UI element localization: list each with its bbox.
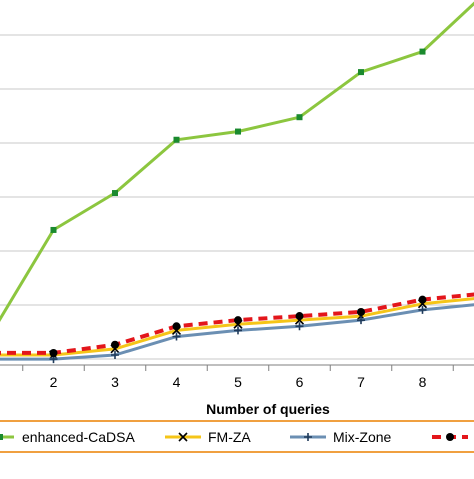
x-tick-label: 6: [296, 374, 304, 390]
legend-item: Mix-Zone: [290, 429, 392, 445]
x-tick-label: 4: [173, 374, 181, 390]
legend-label: enhanced-CaDSA: [22, 429, 136, 445]
marker-square: [50, 226, 57, 233]
marker-plus: [304, 433, 312, 441]
legend-item: [432, 433, 468, 441]
legend: enhanced-CaDSA FM-ZA Mix-Zone: [0, 420, 474, 453]
x-axis-title: Number of queries: [206, 401, 330, 417]
legend-label: Mix-Zone: [333, 429, 392, 445]
x-tick-label: 7: [357, 374, 365, 390]
marker-square: [112, 190, 118, 197]
x-tick-label: 5: [234, 374, 242, 390]
series-enhanced-cadsa: [0, 1, 474, 322]
marker-dot: [172, 322, 181, 331]
marker-dot: [234, 316, 242, 325]
series-line: [0, 1, 474, 322]
x-tick-label: 2: [50, 374, 58, 390]
legend-label: FM-ZA: [208, 429, 251, 445]
marker-plus: [234, 326, 242, 335]
marker-dot: [418, 295, 427, 304]
legend-item: enhanced-CaDSA: [0, 429, 136, 445]
marker-x: [178, 432, 188, 442]
marker-square: [358, 69, 364, 76]
marker-square: [173, 136, 180, 143]
marker-dot: [295, 312, 304, 321]
marker-square: [296, 114, 303, 121]
marker-dot: [357, 307, 365, 316]
x-axis: [0, 364, 474, 371]
series-line: [0, 292, 474, 355]
x-tick-label: 3: [111, 374, 119, 390]
marker-square: [0, 434, 3, 440]
marker-plus: [357, 316, 365, 325]
x-tick-labels: 2 3 4 5 6 7 8: [50, 374, 427, 390]
marker-plus: [172, 332, 181, 341]
grid-lines: [0, 34, 474, 360]
marker-square: [235, 128, 241, 135]
marker-dot: [446, 433, 454, 441]
marker-plus: [111, 351, 119, 359]
legend-item: FM-ZA: [165, 429, 251, 445]
marker-dot: [49, 348, 58, 357]
marker-square: [419, 48, 426, 55]
marker-plus: [295, 322, 304, 331]
series-unnamed: [0, 292, 474, 357]
series-group: [0, 1, 474, 364]
x-tick-label: 8: [419, 374, 427, 390]
series-mix-zone: [0, 303, 474, 364]
marker-plus: [418, 305, 427, 314]
marker-dot: [111, 340, 119, 349]
